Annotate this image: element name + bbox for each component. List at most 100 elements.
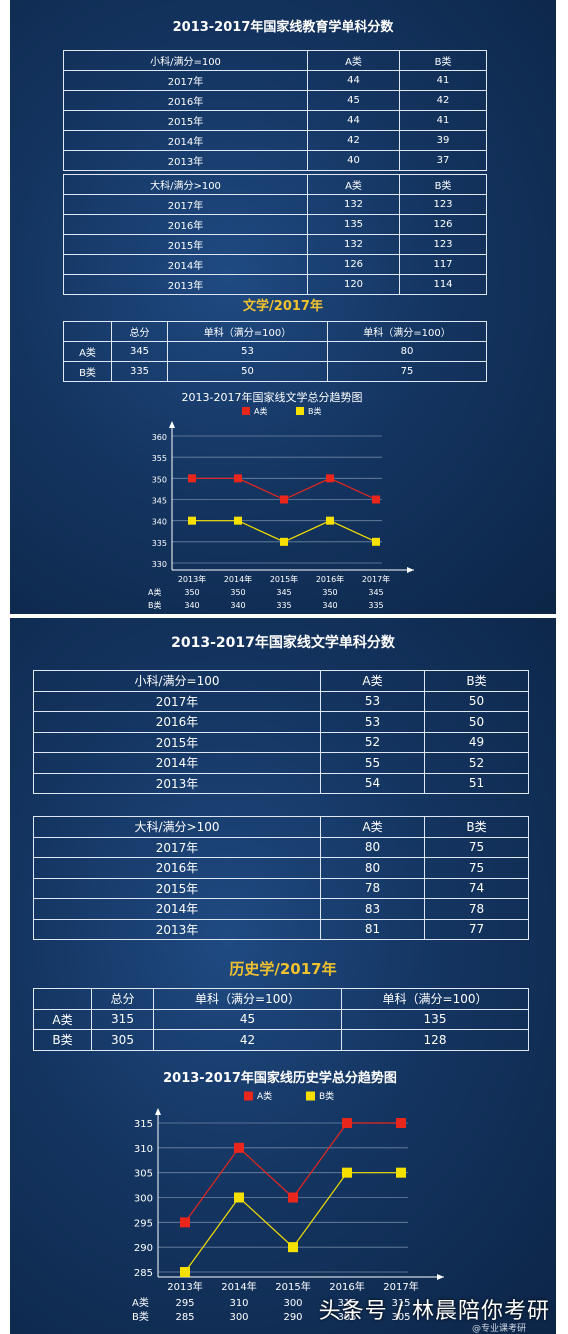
table-cell: 80	[320, 857, 425, 879]
data-label: 305	[337, 1312, 356, 1323]
table-cell: 41	[399, 110, 487, 131]
table-row: 2015年 44 41	[63, 110, 487, 131]
table-cell: 53	[167, 341, 328, 362]
table-cell: 75	[327, 361, 487, 382]
data-label: 345	[368, 588, 383, 597]
x-tick-label: 2016年	[329, 1280, 364, 1293]
table-cell: 40	[307, 150, 400, 171]
table-row: 2016年 80 75	[33, 857, 529, 879]
data-point	[288, 1242, 298, 1253]
table-row: 2014年 42 39	[63, 130, 487, 151]
x-tick-label: 2014年	[221, 1280, 256, 1293]
table-row: 2014年 83 78	[33, 898, 529, 920]
data-point	[372, 537, 380, 546]
table-cell: 2017年	[63, 194, 308, 215]
y-tick-label: 310	[134, 1144, 153, 1155]
table-header-cell: A类	[320, 816, 425, 838]
table-cell: 2017年	[33, 690, 321, 712]
x-tick-label: 2013年	[167, 1280, 202, 1293]
panel-literature: 2013-2017年国家线文学单科分数 小科/满分=100 A类 B类 2017年 53…	[10, 618, 556, 1334]
table-cell: 2016年	[63, 90, 308, 111]
table-header-row: 小科/满分=100 A类 B类	[63, 50, 487, 71]
x-tick-label: 2015年	[270, 574, 298, 584]
table-header-cell: 总分	[111, 321, 168, 342]
table-header-cell: 大科/满分>100	[63, 174, 308, 195]
y-tick-label: 295	[134, 1218, 153, 1229]
data-point	[234, 516, 242, 525]
table-cell: 80	[327, 341, 487, 362]
table-cell: 2014年	[63, 130, 308, 151]
table-cell: 2016年	[33, 857, 321, 879]
table-cell: 123	[399, 234, 487, 255]
data-point	[280, 495, 288, 504]
table-cell: 41	[399, 70, 487, 91]
table-header-cell: 大科/满分>100	[33, 816, 321, 838]
panel2-title: 2013-2017年国家线文学单科分数	[171, 635, 395, 651]
legend-label: B类	[319, 1090, 334, 1102]
table-cell: 2013年	[33, 918, 321, 940]
table-cell: 120	[307, 274, 400, 295]
data-label: 300	[283, 1298, 302, 1309]
data-point	[180, 1217, 190, 1228]
table-header-row: 大科/满分>100 A类 B类	[33, 816, 529, 838]
table-row: 2016年 53 50	[33, 711, 529, 733]
chart-title: 2013-2017年国家线文学总分趋势图	[182, 390, 363, 404]
data-row-label: B类	[132, 1310, 149, 1323]
data-point	[326, 516, 334, 525]
data-label: 340	[184, 601, 199, 610]
table-row: 2013年 81 77	[33, 918, 529, 940]
chart-title: 2013-2017年国家线历史学总分趋势图	[163, 1070, 397, 1086]
data-point	[326, 474, 334, 483]
table-cell: 2014年	[33, 898, 321, 920]
table-cell: 135	[307, 214, 400, 235]
data-row-label: B类	[148, 600, 162, 610]
table-cell: 128	[341, 1029, 529, 1051]
table-cell: 50	[167, 361, 328, 382]
table-header-cell: A类	[307, 50, 400, 71]
panel-education: 2013-2017年国家线教育学单科分数 小科/满分=100 A类 B类 2017年 4…	[10, 0, 556, 614]
data-point	[342, 1167, 352, 1178]
legend-marker	[244, 1091, 253, 1101]
table-cell: 55	[320, 752, 425, 774]
y-tick-label: 360	[152, 433, 167, 442]
table-cell: 2013年	[33, 772, 321, 794]
data-label: 345	[276, 588, 291, 597]
table-cell: 345	[111, 341, 168, 362]
panel1-title: 2013-2017年国家线教育学单科分数	[172, 20, 394, 35]
x-tick-label: 2014年	[224, 574, 252, 584]
literature-summary-table: 总分 单科（满分=100） 单科（满分=100） A类 345 53 80 B类 335 50 75	[63, 321, 487, 382]
education-large-subject-table: 大科/满分>100 A类 B类 2017年 132 123 2016年 135 126 2015年…	[63, 174, 487, 295]
x-axis-arrow	[437, 1274, 444, 1280]
data-point	[180, 1267, 190, 1277]
data-row-label: A类	[148, 587, 161, 597]
watermark-small: @专业课考研	[472, 1324, 527, 1334]
table-cell: 45	[153, 1008, 342, 1030]
table-cell: 52	[320, 731, 425, 753]
table-row: 2014年 55 52	[33, 752, 529, 774]
table-cell: 77	[424, 918, 529, 940]
y-tick-label: 340	[152, 518, 167, 527]
table-header-cell: B类	[399, 50, 487, 71]
table-header-row: 总分 单科（满分=100） 单科（满分=100）	[33, 988, 529, 1010]
data-point	[234, 474, 242, 483]
table-row: 2015年 132 123	[63, 234, 487, 255]
table-cell: 44	[307, 70, 400, 91]
table-header-cell	[33, 988, 92, 1010]
data-label: 315	[391, 1298, 410, 1309]
table-cell: 78	[320, 877, 425, 899]
data-point	[188, 516, 196, 525]
table-row: 2013年 54 51	[33, 772, 529, 794]
x-tick-label: 2015年	[275, 1280, 310, 1293]
table-cell: B类	[33, 1029, 92, 1051]
legend-label: A类	[254, 406, 267, 416]
table-cell: 44	[307, 110, 400, 131]
table-cell: 2016年	[63, 214, 308, 235]
table-row: 2014年 126 117	[63, 254, 487, 275]
table-cell: 74	[424, 877, 529, 899]
data-point	[280, 537, 288, 546]
x-axis-arrow	[407, 567, 414, 573]
table-cell: 42	[307, 130, 400, 151]
y-tick-label: 285	[134, 1268, 153, 1279]
legend-marker	[306, 1091, 315, 1101]
